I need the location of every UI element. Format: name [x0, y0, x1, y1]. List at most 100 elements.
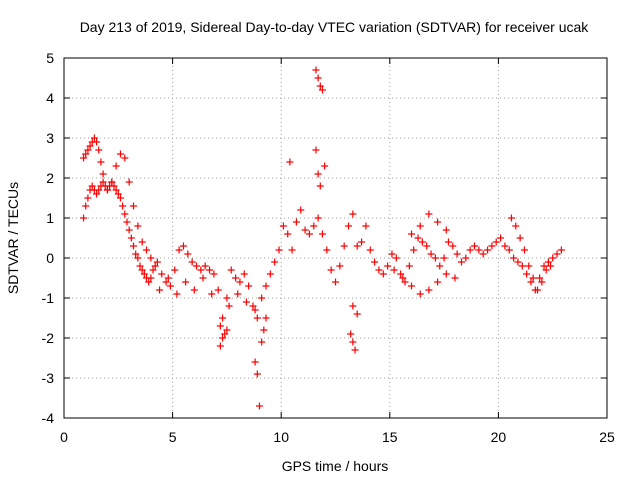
data-point: [251, 358, 259, 366]
data-point: [192, 262, 200, 270]
data-point: [121, 154, 129, 162]
data-point: [314, 214, 322, 222]
data-point: [103, 186, 111, 194]
series-sdtvar: [80, 66, 565, 410]
data-point: [95, 146, 103, 154]
data-point: [347, 330, 355, 338]
y-tick-label: -4: [42, 410, 55, 426]
data-point: [529, 274, 537, 282]
data-point: [190, 286, 198, 294]
data-point: [390, 266, 398, 274]
data-point: [284, 230, 292, 238]
data-point: [112, 186, 120, 194]
data-point: [510, 254, 518, 262]
data-point: [418, 238, 426, 246]
data-point: [316, 182, 324, 190]
data-point: [249, 302, 257, 310]
y-tick-label: 2: [46, 170, 54, 186]
data-point: [427, 250, 435, 258]
data-point: [156, 286, 164, 294]
data-point: [134, 254, 142, 262]
data-point: [162, 278, 170, 286]
data-point: [99, 178, 107, 186]
data-point: [353, 242, 361, 250]
data-point: [384, 262, 392, 270]
data-point: [538, 278, 546, 286]
data-point: [86, 142, 94, 150]
data-point: [262, 314, 270, 322]
data-point: [388, 250, 396, 258]
data-point: [431, 254, 439, 262]
y-tick-label: -2: [42, 330, 55, 346]
data-point: [520, 246, 528, 254]
data-point: [512, 222, 520, 230]
grid-lines: [64, 58, 607, 418]
data-point: [240, 270, 248, 278]
data-point: [453, 250, 461, 258]
data-point: [312, 146, 320, 154]
data-point: [149, 266, 157, 274]
data-point: [408, 282, 416, 290]
data-point: [436, 262, 444, 270]
data-point: [505, 246, 513, 254]
data-point: [540, 262, 548, 270]
data-point: [260, 326, 268, 334]
data-point: [533, 286, 541, 294]
data-point: [147, 254, 155, 262]
data-point: [219, 314, 227, 322]
data-point: [323, 246, 331, 254]
data-point: [271, 258, 279, 266]
data-point: [82, 150, 90, 158]
data-point: [130, 242, 138, 250]
data-point: [371, 258, 379, 266]
data-point: [219, 334, 227, 342]
x-tick-label: 0: [60, 429, 68, 445]
data-point: [197, 266, 205, 274]
data-point: [258, 338, 266, 346]
data-point: [216, 322, 224, 330]
y-tick-label: 1: [46, 210, 54, 226]
data-point: [90, 134, 98, 142]
data-point: [516, 234, 524, 242]
data-point: [288, 246, 296, 254]
data-point: [153, 258, 161, 266]
y-axis-label: SDTVAR / TECUs: [5, 182, 21, 294]
data-point: [425, 210, 433, 218]
data-point: [353, 310, 361, 318]
data-point: [225, 302, 233, 310]
data-point: [245, 282, 253, 290]
data-point: [434, 278, 442, 286]
data-point: [321, 162, 329, 170]
data-point: [232, 274, 240, 282]
data-point: [151, 262, 159, 270]
y-tick-label: 4: [46, 90, 54, 106]
y-tick-label: -1: [42, 290, 55, 306]
data-point: [542, 266, 550, 274]
axis-ticks: 0 5 10 15 20 25 -4 -3 -2 -1 0 1 2 3 4 5: [42, 50, 615, 445]
data-point: [501, 242, 509, 250]
data-point: [466, 246, 474, 254]
data-point: [557, 246, 565, 254]
data-point: [234, 290, 242, 298]
data-point: [188, 258, 196, 266]
data-point: [136, 262, 144, 270]
x-axis-label: GPS time / hours: [282, 458, 389, 474]
data-point: [399, 274, 407, 282]
data-point: [242, 298, 250, 306]
data-point: [475, 246, 483, 254]
data-point: [405, 262, 413, 270]
data-point: [93, 190, 101, 198]
data-point: [164, 274, 172, 282]
data-point: [99, 170, 107, 178]
data-point: [201, 262, 209, 270]
data-point: [527, 278, 535, 286]
data-point: [471, 242, 479, 250]
data-point: [305, 230, 313, 238]
data-point: [175, 246, 183, 254]
data-point: [444, 238, 452, 246]
data-point: [440, 254, 448, 262]
data-point: [208, 290, 216, 298]
plot-frame: [63, 57, 608, 419]
data-point: [84, 194, 92, 202]
data-point: [358, 238, 366, 246]
